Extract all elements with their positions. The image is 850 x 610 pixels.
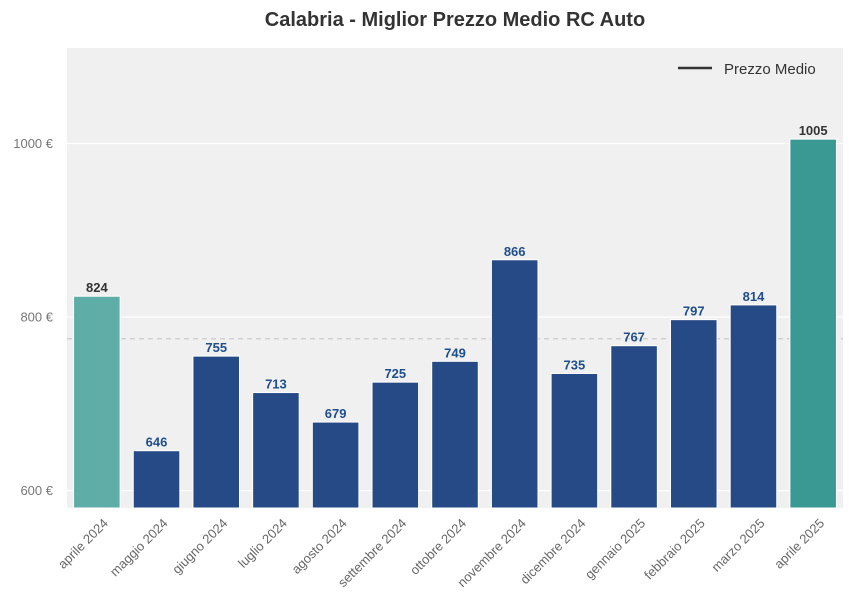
x-tick-label: febbraio 2025: [641, 516, 708, 583]
data-label: 713: [265, 377, 287, 392]
bar: [729, 304, 778, 509]
data-label: 725: [384, 366, 406, 381]
bar: [431, 360, 479, 509]
data-label: 824: [86, 280, 108, 295]
bar: [490, 259, 539, 509]
data-labels: 824 646 755 713 679 725 749 866 735 767 797 814 1005: [86, 123, 828, 450]
data-label: 646: [146, 435, 168, 450]
data-label: 755: [205, 340, 227, 355]
chart-title: Calabria - Miglior Prezzo Medio RC Auto: [265, 9, 645, 31]
x-tick-label: maggio 2024: [107, 516, 171, 580]
y-tick-label: 1000 €: [13, 136, 54, 151]
legend-label: Prezzo Medio: [724, 61, 816, 78]
data-label: 767: [623, 330, 645, 345]
x-tick-label: luglio 2024: [235, 516, 290, 571]
x-tick-label: aprile 2024: [55, 516, 111, 572]
data-label: 679: [325, 406, 347, 421]
y-tick-label: 600 €: [20, 483, 53, 498]
data-label: 735: [564, 357, 586, 372]
data-label: 814: [743, 289, 765, 304]
bar: [789, 138, 837, 509]
data-label: 749: [444, 345, 466, 360]
legend: Prezzo Medio: [678, 61, 816, 78]
x-tick-label: marzo 2025: [708, 516, 767, 575]
y-axis-ticks: 600 € 800 € 1000 €: [13, 136, 54, 498]
y-tick-label: 800 €: [20, 310, 53, 325]
bar: [669, 319, 718, 509]
data-label: 866: [504, 244, 526, 259]
bar: [73, 295, 121, 509]
bar: [311, 421, 360, 509]
x-tick-label: agosto 2024: [289, 516, 350, 577]
data-label: 797: [683, 304, 705, 319]
x-tick-label: giugno 2024: [169, 516, 230, 577]
bars: [73, 138, 837, 509]
x-tick-label: ottobre 2024: [407, 516, 469, 578]
bar: [252, 392, 300, 509]
data-label: 1005: [799, 123, 828, 138]
x-tick-label: aprile 2025: [771, 516, 827, 572]
bar: [610, 345, 658, 509]
bar: [371, 381, 420, 509]
bar: [192, 355, 241, 509]
bar: [132, 450, 181, 509]
x-tick-label: gennaio 2025: [582, 516, 648, 582]
bar: [550, 372, 599, 509]
